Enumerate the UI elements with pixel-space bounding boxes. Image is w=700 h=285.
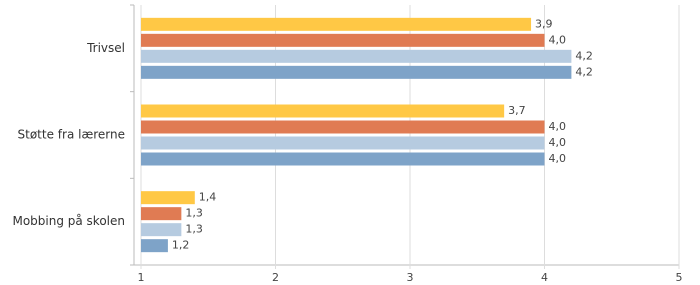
value-label: 4,2 [575, 49, 593, 62]
bar [141, 120, 545, 134]
bar [141, 239, 168, 253]
bar [141, 33, 545, 47]
value-label: 3,9 [535, 17, 553, 30]
bar [141, 49, 572, 63]
value-label: 3,7 [508, 104, 526, 117]
bar [141, 152, 545, 166]
bar [141, 207, 182, 221]
category-label: Støtte fra lærerne [18, 128, 125, 142]
x-tick-label: 3 [407, 271, 414, 284]
value-label: 4,0 [549, 33, 567, 46]
value-label: 1,2 [172, 239, 190, 252]
category-label: Mobbing på skolen [12, 214, 125, 228]
value-label: 4,0 [549, 136, 567, 149]
category-label: Trivsel [86, 41, 125, 55]
bar [141, 223, 182, 237]
value-label: 4,0 [549, 152, 567, 165]
value-label: 1,3 [185, 207, 203, 220]
x-tick-label: 1 [138, 271, 145, 284]
value-label: 1,4 [199, 191, 217, 204]
value-label: 4,2 [575, 65, 593, 78]
x-tick-label: 5 [676, 271, 683, 284]
x-tick-label: 2 [272, 271, 279, 284]
value-label: 4,0 [549, 120, 567, 133]
bar [141, 17, 532, 31]
bar [141, 191, 195, 205]
value-label: 1,3 [185, 223, 203, 236]
bar [141, 104, 505, 118]
bar [141, 136, 545, 150]
x-tick-label: 4 [541, 271, 548, 284]
bar [141, 65, 572, 79]
